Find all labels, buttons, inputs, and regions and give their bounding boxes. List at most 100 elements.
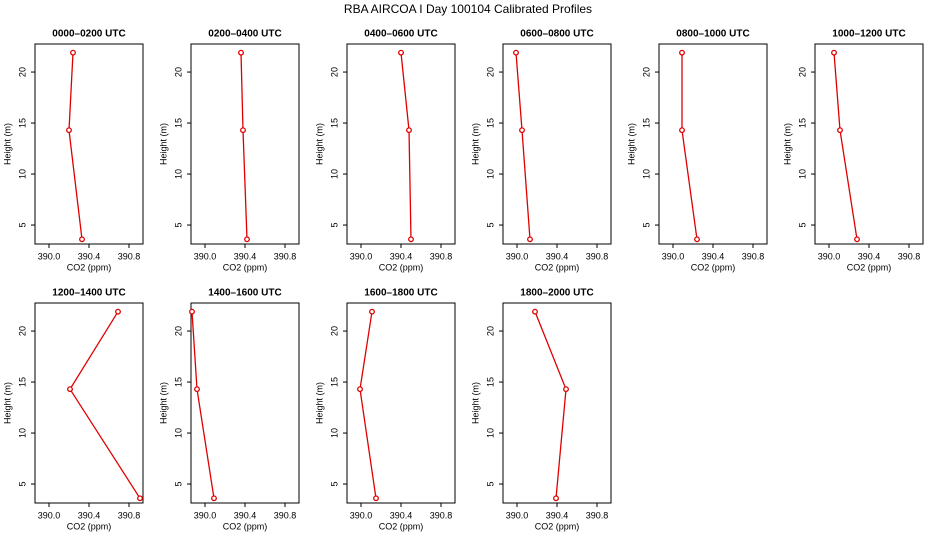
- profile-line: [240, 52, 248, 240]
- x-axis-label: CO2 (ppm): [379, 262, 424, 272]
- y-tick-label: 20: [17, 67, 27, 77]
- profile-point: [70, 49, 76, 56]
- profile-point: [519, 127, 525, 134]
- y-tick-label: 10: [641, 169, 651, 179]
- x-tick-label: 390.4: [78, 510, 101, 520]
- profile-line: [359, 311, 377, 499]
- x-tick-label: 390.4: [702, 251, 725, 261]
- x-tick-label: 390.8: [430, 251, 453, 261]
- profile-point: [398, 49, 404, 56]
- profile-line: [69, 311, 141, 499]
- y-tick-label: 10: [17, 169, 27, 179]
- profile-point: [238, 49, 244, 56]
- profile-point: [115, 308, 121, 315]
- y-tick-label: 5: [173, 223, 183, 228]
- profile-point: [831, 49, 837, 56]
- profile-point: [211, 495, 217, 502]
- y-axis-label: Height (m): [782, 123, 792, 165]
- profile-point: [373, 495, 379, 502]
- x-axis-label: CO2 (ppm): [67, 521, 112, 531]
- y-tick-label: 15: [173, 377, 183, 387]
- x-tick-label: 390.8: [586, 510, 609, 520]
- profile-point: [563, 386, 569, 393]
- y-tick-label: 20: [329, 67, 339, 77]
- profile-line: [534, 311, 567, 499]
- y-axis-label: Height (m): [470, 382, 480, 424]
- x-axis-label: CO2 (ppm): [535, 262, 580, 272]
- x-tick-label: 390.8: [274, 510, 297, 520]
- y-tick-label: 15: [641, 118, 651, 128]
- profile-point: [854, 236, 860, 243]
- y-tick-label: 10: [329, 428, 339, 438]
- y-tick-label: 20: [17, 326, 27, 336]
- y-tick-label: 5: [485, 482, 495, 487]
- x-tick-label: 390.8: [586, 251, 609, 261]
- profile-point: [194, 386, 200, 393]
- profile-line: [191, 311, 215, 499]
- x-tick-label: 390.0: [818, 251, 841, 261]
- x-tick-label: 390.0: [350, 510, 373, 520]
- profile-point: [408, 236, 414, 243]
- profile-point: [532, 308, 538, 315]
- y-tick-label: 10: [329, 169, 339, 179]
- y-axis-label: Height (m): [158, 123, 168, 165]
- x-tick-label: 390.0: [506, 510, 529, 520]
- profile-point: [66, 127, 72, 134]
- y-tick-label: 10: [173, 428, 183, 438]
- profile-line: [400, 52, 412, 240]
- y-axis-label: Height (m): [626, 123, 636, 165]
- plot-frame: [346, 302, 456, 504]
- profile-point: [137, 495, 143, 502]
- y-tick-label: 15: [485, 377, 495, 387]
- y-axis-label: Height (m): [314, 382, 324, 424]
- profile-line: [515, 52, 531, 240]
- x-axis-label: CO2 (ppm): [691, 262, 736, 272]
- y-axis-label: Height (m): [2, 382, 12, 424]
- x-tick-label: 390.8: [118, 510, 141, 520]
- x-tick-label: 390.8: [742, 251, 765, 261]
- y-tick-label: 15: [485, 118, 495, 128]
- x-tick-label: 390.8: [430, 510, 453, 520]
- plot-frame: [658, 43, 768, 245]
- y-tick-label: 20: [485, 67, 495, 77]
- profile-line: [833, 52, 858, 240]
- plot-frame: [346, 43, 456, 245]
- x-tick-label: 390.0: [38, 251, 61, 261]
- panel-title: 0400–0600 UTC: [364, 29, 437, 40]
- profile-point: [527, 236, 533, 243]
- page-title: RBA AIRCOA I Day 100104 Calibrated Profi…: [344, 2, 592, 16]
- panel-title: 0000–0200 UTC: [52, 29, 125, 40]
- x-axis-label: CO2 (ppm): [535, 521, 580, 531]
- x-tick-label: 390.4: [546, 251, 569, 261]
- plot-frame: [190, 302, 300, 504]
- x-axis-label: CO2 (ppm): [223, 262, 268, 272]
- x-axis-label: CO2 (ppm): [223, 521, 268, 531]
- y-tick-label: 15: [329, 377, 339, 387]
- x-axis-label: CO2 (ppm): [847, 262, 892, 272]
- plot-frame: [502, 43, 612, 245]
- profile-point: [694, 236, 700, 243]
- x-tick-label: 390.0: [38, 510, 61, 520]
- x-tick-label: 390.8: [274, 251, 297, 261]
- profile-point: [357, 386, 363, 393]
- profile-point: [244, 236, 250, 243]
- x-tick-label: 390.4: [546, 510, 569, 520]
- y-tick-label: 5: [329, 482, 339, 487]
- y-tick-label: 20: [173, 326, 183, 336]
- x-tick-label: 390.0: [662, 251, 685, 261]
- y-tick-label: 15: [173, 118, 183, 128]
- y-tick-label: 10: [173, 169, 183, 179]
- panel-title: 0200–0400 UTC: [208, 29, 281, 40]
- profile-point: [513, 49, 519, 56]
- panel-title: 0600–0800 UTC: [520, 29, 593, 40]
- profile-point: [679, 49, 685, 56]
- y-tick-label: 5: [17, 482, 27, 487]
- y-axis-label: Height (m): [314, 123, 324, 165]
- plot-frame: [814, 43, 924, 245]
- y-tick-label: 15: [329, 118, 339, 128]
- plot-frame: [190, 43, 300, 245]
- y-tick-label: 10: [797, 169, 807, 179]
- y-tick-label: 20: [641, 67, 651, 77]
- y-tick-label: 5: [797, 223, 807, 228]
